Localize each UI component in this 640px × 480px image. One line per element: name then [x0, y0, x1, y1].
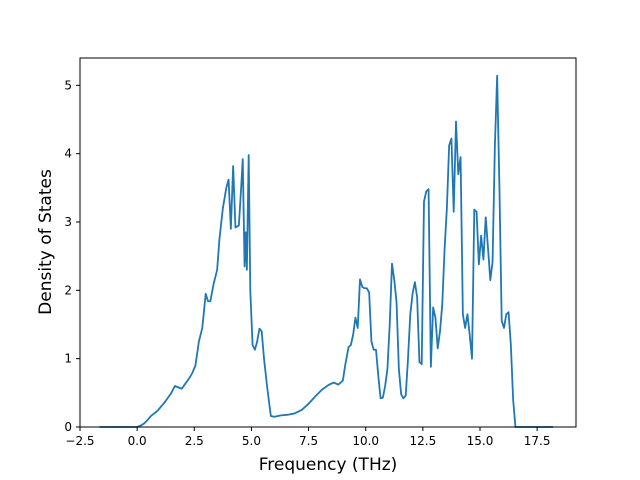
x-tick-label: 7.5	[299, 434, 318, 448]
x-tick-label: 5.0	[242, 434, 261, 448]
y-tick-label: 4	[64, 147, 72, 161]
x-tick-label: 17.5	[524, 434, 551, 448]
x-tick-label: 15.0	[467, 434, 494, 448]
x-tick-label: 0.0	[128, 434, 147, 448]
x-tick-label: 12.5	[409, 434, 436, 448]
y-tick-label: 2	[64, 283, 72, 297]
x-tick-label: 2.5	[185, 434, 204, 448]
y-tick-label: 1	[64, 352, 72, 366]
x-axis-label: Frequency (THz)	[259, 455, 398, 475]
plot-area	[99, 74, 554, 428]
axis-ticks: −2.5 0.0 2.5 5.0 7.5 10.0 12.5 15.0 17.5 0 1 2 3 4 5	[64, 78, 550, 448]
x-tick-label: 10.0	[352, 434, 379, 448]
x-tick-label: −2.5	[65, 434, 94, 448]
y-tick-label: 5	[64, 78, 72, 92]
y-tick-label: 0	[64, 420, 72, 434]
y-axis-label: Density of States	[36, 169, 56, 315]
dos-series-line	[99, 74, 554, 428]
y-tick-label: 3	[64, 215, 72, 229]
axes-frame	[79, 57, 577, 428]
